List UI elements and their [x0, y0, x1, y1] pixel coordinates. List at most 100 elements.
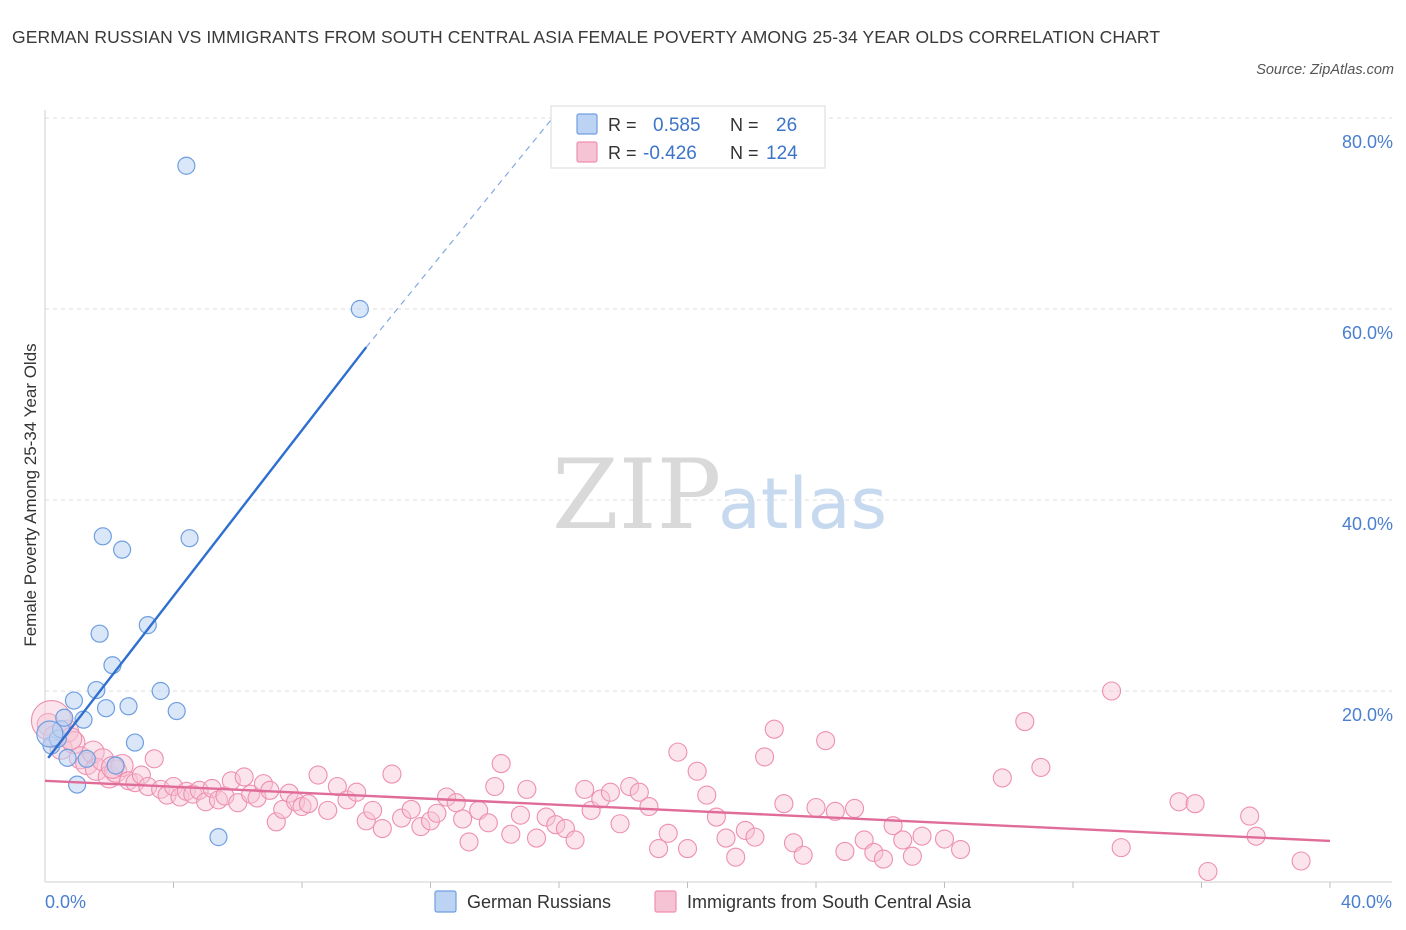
legend-n-value-pink: 124: [766, 143, 798, 164]
pink-data-point: [764, 719, 784, 739]
legend-r-value-pink: -0.426: [643, 143, 697, 164]
pink-data-point: [629, 782, 649, 802]
blue-data-point: [93, 527, 112, 546]
blue-data-point: [151, 681, 170, 701]
x-tick-label-min: 0.0%: [45, 892, 86, 912]
pink-data-point: [131, 765, 151, 785]
legend-swatch-blue: [576, 113, 598, 135]
pink-data-point: [478, 813, 498, 833]
pink-data-point: [992, 768, 1012, 788]
pink-data-point: [144, 749, 164, 769]
grid-lines: [45, 117, 1392, 692]
pink-data-point: [1240, 806, 1260, 826]
pink-data-point: [318, 800, 338, 820]
pink-data-point: [382, 764, 402, 784]
series-legend-label-blue: German Russians: [467, 892, 611, 912]
series-legend-swatch-blue: [434, 890, 457, 913]
pink-data-point: [453, 809, 473, 829]
pink-data-point: [793, 845, 813, 865]
pink-series-points: [30, 681, 1311, 882]
blue-data-point: [68, 775, 87, 794]
blue-data-point: [90, 624, 109, 643]
pink-data-point: [1015, 712, 1035, 732]
blue-series-points: [36, 156, 369, 847]
blue-data-point: [55, 708, 74, 727]
watermark-zip: ZIP: [552, 439, 721, 551]
pink-data-point: [546, 815, 566, 835]
blue-trend-extension: [365, 117, 554, 348]
blue-data-point: [96, 699, 116, 718]
pink-data-point: [526, 828, 547, 848]
pink-data-point: [420, 811, 441, 831]
pink-data-point: [510, 805, 531, 825]
pink-data-point: [575, 779, 595, 799]
pink-data-point: [639, 797, 659, 817]
pink-data-point: [1198, 861, 1218, 882]
pink-data-point: [234, 767, 254, 787]
blue-trend-line: [47, 346, 368, 759]
pink-data-point: [835, 841, 855, 861]
pink-data-point: [308, 765, 328, 785]
pink-data-point: [825, 801, 845, 821]
pink-data-point: [427, 803, 447, 823]
pink-data-point: [844, 798, 865, 819]
pink-data-point: [1169, 792, 1189, 812]
pink-data-point: [951, 839, 971, 860]
y-tick-label: 40.0%: [1342, 514, 1393, 534]
pink-data-point: [610, 814, 630, 834]
legend-n-value-blue: 26: [776, 115, 797, 136]
pink-data-point: [716, 828, 736, 848]
legend-swatch-pink: [576, 141, 598, 163]
blue-data-point: [106, 756, 125, 775]
pink-data-point: [1291, 851, 1311, 871]
pink-data-point: [363, 800, 383, 820]
watermark: ZIP atlas: [552, 439, 887, 551]
series-legend-label-pink: Immigrants from South Central Asia: [687, 892, 972, 912]
x-tick-label-max: 40.0%: [1341, 892, 1392, 912]
pink-data-point: [266, 812, 286, 832]
pink-data-point: [1031, 757, 1051, 777]
pink-data-point: [668, 742, 688, 762]
pink-data-point: [864, 842, 884, 862]
blue-data-point: [58, 748, 77, 767]
blue-data-point: [138, 616, 157, 635]
blue-data-point: [77, 749, 96, 768]
blue-data-point: [180, 529, 199, 548]
series-legend-swatch-pink: [654, 890, 677, 913]
y-axis-tick-labels: 20.0% 40.0% 60.0% 80.0%: [1342, 132, 1393, 725]
blue-data-point: [177, 156, 196, 175]
y-tick-label: 80.0%: [1342, 132, 1393, 152]
pink-data-point: [372, 818, 392, 839]
correlation-legend: R = 0.585 N = 26 R = -0.426 N = 124: [550, 105, 826, 169]
pink-data-point: [459, 832, 479, 852]
pink-data-point: [347, 782, 367, 802]
pink-data-point: [437, 787, 457, 807]
pink-data-point: [806, 797, 826, 818]
pink-data-point: [485, 776, 505, 797]
pink-data-point: [912, 826, 932, 846]
y-tick-label: 60.0%: [1342, 323, 1393, 343]
chart-title: GERMAN RUSSIAN VS IMMIGRANTS FROM SOUTH …: [12, 27, 1161, 47]
pink-data-point: [658, 823, 678, 843]
legend-r-value-blue: 0.585: [653, 115, 701, 136]
legend-n-label-blue: N =: [730, 115, 759, 135]
pink-data-point: [745, 827, 765, 847]
pink-data-point: [517, 779, 537, 799]
pink-data-point: [620, 776, 640, 797]
blue-data-point: [119, 697, 138, 716]
pink-data-point: [356, 811, 376, 831]
pink-data-point: [902, 846, 922, 866]
blue-data-point: [125, 733, 145, 752]
x-axis-ticks: [173, 882, 1331, 888]
pink-data-point: [1185, 794, 1205, 814]
pink-data-point: [873, 849, 894, 869]
legend-r-label-blue: R =: [608, 115, 637, 135]
pink-data-point: [687, 761, 707, 781]
pink-data-point: [677, 839, 698, 859]
pink-data-point: [565, 830, 585, 850]
blue-data-point: [209, 828, 228, 847]
series-legend: German Russians Immigrants from South Ce…: [434, 890, 972, 913]
y-tick-label: 20.0%: [1342, 705, 1393, 725]
pink-data-point: [125, 773, 145, 793]
